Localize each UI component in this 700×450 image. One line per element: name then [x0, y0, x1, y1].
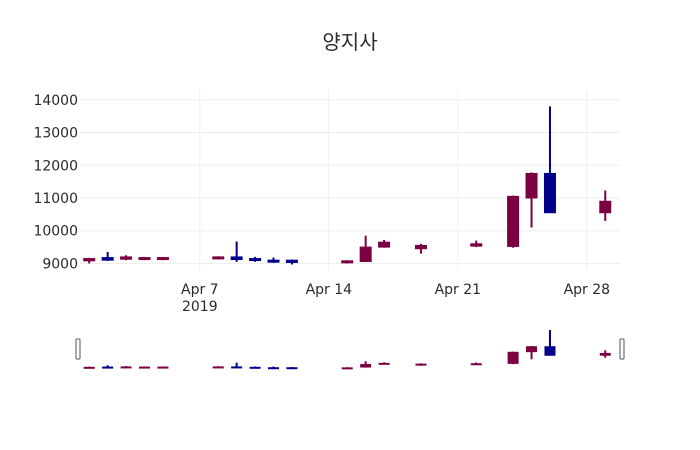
candle-body — [83, 258, 96, 262]
slider-candlestick — [212, 366, 224, 369]
slider-candlestick — [360, 361, 372, 368]
slider-candle-body — [599, 352, 611, 356]
candlestick — [341, 260, 354, 264]
candle-body — [267, 259, 280, 263]
slider-candle-body — [378, 362, 390, 365]
slider-candlestick — [544, 330, 556, 356]
slider-candlestick — [249, 366, 261, 369]
x-tick-label: Apr 7 2019 — [181, 282, 219, 315]
candle-body — [414, 244, 427, 250]
candlestick — [414, 243, 427, 254]
slider-candle-body — [157, 366, 169, 369]
candle-body — [285, 259, 298, 263]
y-tick-label: 13000 — [33, 126, 78, 142]
candle-body — [507, 195, 520, 247]
slider-candlestick — [507, 351, 519, 365]
range-slider-left-handle[interactable] — [75, 338, 81, 360]
slider-candlestick — [341, 367, 353, 370]
slider-candlestick — [286, 367, 298, 370]
slider-candlestick — [157, 366, 169, 369]
candlestick — [83, 257, 96, 264]
candles — [83, 106, 612, 265]
candlestick — [507, 195, 520, 248]
slider-candle-body — [470, 363, 482, 366]
candle-body — [120, 256, 133, 260]
candle-body — [101, 257, 114, 261]
y-tick-label: 10000 — [33, 224, 78, 240]
slider-candle-body — [231, 366, 243, 369]
slider-candle-body — [102, 366, 114, 369]
candle-body — [249, 258, 262, 262]
slider-candle-body — [507, 351, 519, 364]
grid-lines — [80, 90, 620, 270]
slider-candlestick — [120, 366, 132, 369]
slider-candlestick — [526, 345, 538, 360]
candle-body — [543, 172, 556, 214]
candlestick — [249, 256, 262, 262]
candle-body — [599, 200, 612, 214]
slider-candle-body — [341, 367, 353, 370]
slider-candle-body — [139, 366, 151, 369]
slider-candlestick — [231, 362, 243, 369]
slider-candlestick — [415, 363, 427, 366]
x-tick-label: Apr 21 — [435, 282, 481, 298]
candle-body — [341, 260, 354, 264]
slider-candlestick — [102, 365, 114, 369]
slider-candle-body — [415, 363, 427, 366]
candle-body — [470, 243, 483, 247]
slider-candlestick — [268, 366, 280, 370]
candle-body — [212, 256, 225, 260]
x-tick-label: Apr 28 — [564, 282, 610, 298]
candlestick — [120, 255, 133, 261]
slider-candle-body — [120, 366, 132, 369]
range-slider-background — [80, 330, 620, 368]
candlestick — [138, 256, 151, 261]
candle-body — [525, 172, 538, 199]
slider-candle-body — [544, 346, 556, 356]
candle-body — [359, 246, 372, 262]
slider-candlestick — [470, 362, 482, 366]
x-tick-label: Apr 14 — [306, 282, 353, 298]
slider-candle-body — [360, 364, 372, 368]
slider-candlestick — [378, 362, 390, 365]
slider-candle-body — [286, 367, 298, 370]
slider-candle-body — [526, 346, 538, 353]
slider-candlestick — [599, 350, 611, 358]
slider-candlestick — [83, 366, 95, 369]
candlestick — [285, 259, 298, 265]
candlestick — [101, 252, 114, 261]
range-slider-right-handle[interactable] — [619, 338, 625, 360]
candlestick — [267, 257, 280, 263]
slider-candle-body — [249, 366, 261, 369]
candlestick — [156, 256, 169, 261]
candlestick — [212, 256, 225, 260]
slider-candlestick — [139, 366, 151, 369]
chart-title: 양지사 — [322, 30, 377, 54]
candlestick — [525, 172, 538, 228]
slider-candle-body — [268, 367, 280, 370]
y-tick-label: 11000 — [33, 191, 78, 207]
candlestick — [359, 235, 372, 262]
y-tick-label: 9000 — [42, 256, 78, 272]
slider-candle-body — [83, 366, 95, 369]
candle-body — [156, 257, 169, 261]
candlestick — [599, 190, 612, 221]
axes: 9000 10000 11000 12000 13000 14000 Apr 7 2019 Ap… — [33, 93, 610, 315]
candlestick — [470, 240, 483, 248]
candle-body — [138, 257, 151, 261]
y-tick-label: 12000 — [33, 158, 78, 174]
candlestick — [378, 239, 391, 248]
y-tick-label: 14000 — [33, 93, 78, 109]
candle-body — [378, 241, 391, 248]
range-slider[interactable] — [75, 330, 625, 370]
slider-candle-body — [212, 366, 224, 369]
candlestick — [543, 106, 556, 214]
candlestick — [230, 241, 243, 262]
candle-body — [230, 256, 243, 261]
